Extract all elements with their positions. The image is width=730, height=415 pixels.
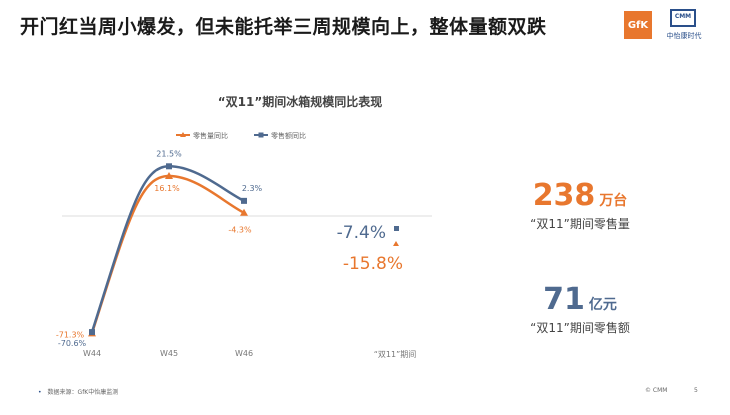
x-tick-1: W45 bbox=[160, 349, 178, 358]
data-label-1-1: 21.5% bbox=[156, 149, 182, 158]
headline: 开门红当周小爆发，但未能托举三周规模向上，整体量额双跌 bbox=[20, 16, 547, 38]
stat-volume-caption: “双11”期间零售量 bbox=[530, 217, 630, 231]
stat-volume-unit: 万台 bbox=[599, 193, 628, 209]
footer-source: 数据来源：GfK中怡康监测 bbox=[38, 387, 119, 396]
series-line-1 bbox=[90, 165, 245, 333]
data-label-1-2: 2.3% bbox=[242, 184, 263, 193]
period-value-label: -7.4% bbox=[337, 223, 386, 243]
footer-page: 5 bbox=[694, 387, 698, 394]
stat-value-unit: 亿元 bbox=[588, 297, 617, 313]
period-x-label: “双11”期间 bbox=[374, 350, 416, 359]
stat-value-caption: “双11”期间零售额 bbox=[530, 321, 630, 335]
gfk-logo: GfK bbox=[624, 11, 652, 39]
cmm-logo: CMM 中怡康时代 bbox=[656, 9, 712, 43]
footer-copyright: © CMM bbox=[645, 387, 668, 394]
stat-value-number: 71 bbox=[543, 282, 585, 317]
period-value-marker bbox=[394, 226, 399, 231]
series-point-1-0 bbox=[89, 329, 95, 336]
series-point-0-1 bbox=[165, 172, 173, 180]
stat-value: 71 亿元 “双11”期间零售额 bbox=[505, 282, 655, 336]
data-label-0-2: -4.3% bbox=[228, 226, 252, 235]
period-volume-label: -15.8% bbox=[343, 254, 403, 274]
legend-marker-0 bbox=[180, 132, 186, 137]
data-label-0-1: 16.1% bbox=[154, 184, 180, 193]
period-volume-marker bbox=[393, 241, 399, 246]
legend-label-1: 零售额同比 bbox=[271, 131, 306, 140]
series-point-1-2 bbox=[241, 197, 247, 204]
data-label-1-0: -70.6% bbox=[58, 339, 87, 348]
stat-volume-number: 238 bbox=[532, 178, 596, 213]
legend-marker-1 bbox=[258, 132, 264, 138]
series-line-0 bbox=[90, 174, 245, 334]
x-tick-2: W46 bbox=[235, 349, 253, 358]
x-tick-0: W44 bbox=[83, 349, 101, 358]
series-point-1-1 bbox=[166, 163, 172, 170]
stat-volume: 238 万台 “双11”期间零售量 bbox=[505, 178, 655, 232]
series-point-0-2 bbox=[240, 208, 248, 216]
data-label-0-0: -71.3% bbox=[56, 330, 85, 339]
chart-legend: 零售量同比 零售额同比 bbox=[176, 131, 306, 140]
legend-label-0: 零售量同比 bbox=[193, 131, 228, 140]
chart-title: “双11”期间冰箱规模同比表现 bbox=[217, 95, 383, 109]
